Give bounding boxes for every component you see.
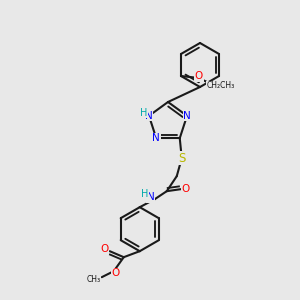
Text: H: H: [141, 189, 148, 199]
Text: N: N: [183, 111, 191, 121]
Text: O: O: [182, 184, 190, 194]
Text: O: O: [195, 71, 203, 81]
Text: CH₂CH₃: CH₂CH₃: [207, 82, 235, 91]
Text: O: O: [112, 268, 120, 278]
Text: N: N: [147, 192, 154, 202]
Text: N: N: [152, 133, 160, 143]
Text: N: N: [145, 111, 153, 121]
Text: H: H: [140, 108, 148, 118]
Text: S: S: [178, 152, 185, 165]
Text: O: O: [100, 244, 109, 254]
Text: CH₃: CH₃: [87, 275, 101, 284]
